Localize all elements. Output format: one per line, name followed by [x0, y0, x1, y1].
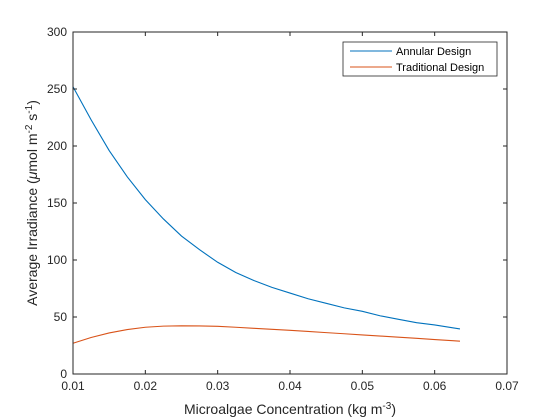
legend-label-annular: Annular Design — [396, 46, 471, 58]
x-tick-label: 0.06 — [423, 379, 447, 393]
y-tick-label: 300 — [47, 25, 67, 39]
series-layer — [72, 86, 461, 344]
y-axis-label: Average Irradiance (μmol m-2 s-1) — [24, 100, 40, 306]
x-tick-label: 0.03 — [206, 379, 230, 393]
legend-label-traditional: Traditional Design — [396, 62, 484, 74]
y-tick-label: 0 — [60, 367, 67, 381]
series-line-traditional-design — [72, 325, 461, 344]
x-tick-label: 0.04 — [278, 379, 302, 393]
plot-area-background — [73, 32, 507, 374]
y-tick-label: 100 — [47, 253, 67, 267]
x-axis-label: Microalgae Concentration (kg m-3) — [184, 401, 396, 417]
y-tick-label: 50 — [54, 310, 68, 324]
legend: Annular Design Traditional Design — [342, 41, 498, 77]
y-tick-label: 200 — [47, 139, 67, 153]
x-tick-label: 0.02 — [134, 379, 158, 393]
series-line-annular-design — [72, 86, 461, 330]
x-tick-label: 0.05 — [351, 379, 375, 393]
y-tick-label: 250 — [47, 82, 67, 96]
legend-box — [342, 41, 498, 77]
y-tick-label: 150 — [47, 196, 67, 210]
ticks-layer: 0.01 0.02 0.03 0.04 0.05 0.06 0.07 0 50 100 150 200… — [47, 25, 519, 393]
x-tick-label: 0.07 — [495, 379, 519, 393]
x-tick-label: 0.01 — [61, 379, 85, 393]
